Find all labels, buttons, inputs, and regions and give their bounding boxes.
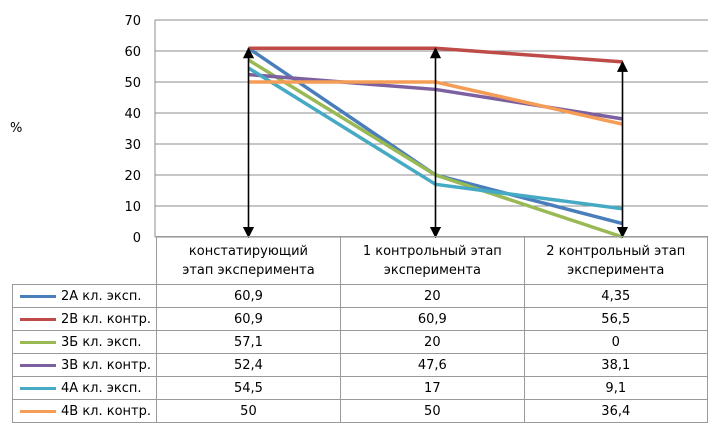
legend-entry: 2В кл. контр. xyxy=(12,307,157,331)
legend-swatch xyxy=(20,363,56,367)
series-name: 2А кл. эксп. xyxy=(61,288,142,304)
y-tick-label: 60 xyxy=(124,45,141,60)
table-row: 3В кл. контр. 52,4 47,6 38,1 xyxy=(12,353,708,377)
legend-swatch xyxy=(20,340,56,344)
data-label: 20 xyxy=(340,284,525,308)
y-tick-labels: 0 10 20 30 40 50 60 70 xyxy=(124,14,141,246)
data-label: 52,4 xyxy=(155,353,342,377)
legend-entry: 3В кл. контр. xyxy=(12,353,157,377)
data-label: 54,5 xyxy=(155,376,342,400)
category-label-line: этап эксперимента xyxy=(182,262,315,278)
data-label: 56,5 xyxy=(523,307,708,331)
table-row: 4А кл. эксп. 54,5 17 9,1 xyxy=(12,376,708,400)
category-label-line: эксперимента xyxy=(383,262,481,278)
legend-swatch xyxy=(20,294,56,298)
series-name: 4А кл. эксп. xyxy=(61,380,142,396)
y-tick-label: 40 xyxy=(124,107,141,122)
y-tick-label: 10 xyxy=(124,200,141,215)
y-tick-label: 0 xyxy=(133,231,141,246)
data-label: 0 xyxy=(523,330,708,354)
series-name: 3Б кл. эксп. xyxy=(61,334,142,350)
data-label: 57,1 xyxy=(155,330,342,354)
data-label: 60,9 xyxy=(340,307,525,331)
legend-entry: 2А кл. эксп. xyxy=(12,284,157,308)
annotation-arrows xyxy=(242,47,629,239)
data-table: констатирующий этап эксперимента 1 контрол… xyxy=(12,236,708,423)
legend-entry: 4А кл. эксп. xyxy=(12,376,157,400)
category-label: 2 контрольный этап эксперимента xyxy=(523,236,708,285)
y-tick-label: 50 xyxy=(124,76,141,91)
legend-swatch xyxy=(20,317,56,321)
legend-entry: 4В кл. контр. xyxy=(12,399,157,423)
data-label: 47,6 xyxy=(340,353,525,377)
data-label: 38,1 xyxy=(523,353,708,377)
category-label-line: 2 контрольный этап xyxy=(546,243,686,259)
category-label-line: констатирующий xyxy=(188,243,308,259)
category-label-line: эксперимента xyxy=(567,262,665,278)
data-label: 50 xyxy=(340,399,525,423)
table-row: 4В кл. контр. 50 50 36,4 xyxy=(12,399,708,423)
data-label: 9,1 xyxy=(523,376,708,400)
y-tick-label: 30 xyxy=(124,138,141,153)
series-name: 4В кл. контр. xyxy=(61,403,152,419)
data-label: 50 xyxy=(155,399,342,423)
data-label: 20 xyxy=(340,330,525,354)
legend-swatch xyxy=(20,386,56,390)
data-label: 60,9 xyxy=(155,284,342,308)
data-label: 60,9 xyxy=(155,307,342,331)
table-row: 3Б кл. эксп. 57,1 20 0 xyxy=(12,330,708,354)
series-name: 3В кл. контр. xyxy=(61,357,152,373)
table-row: 2В кл. контр. 60,9 60,9 56,5 xyxy=(12,307,708,331)
y-axis-label: % xyxy=(10,121,22,136)
legend-entry: 3Б кл. эксп. xyxy=(12,330,157,354)
category-label: 1 контрольный этап эксперимента xyxy=(340,236,525,285)
category-label-line: 1 контрольный этап xyxy=(362,243,502,259)
legend-swatch xyxy=(20,409,56,413)
series-name: 2В кл. контр. xyxy=(61,311,152,327)
y-tick-label: 20 xyxy=(124,169,141,184)
table-row: 2А кл. эксп. 60,9 20 4,35 xyxy=(12,284,708,308)
category-label: констатирующий этап эксперимента xyxy=(155,236,342,285)
data-label: 17 xyxy=(340,376,525,400)
data-label: 36,4 xyxy=(523,399,708,423)
y-tick-label: 70 xyxy=(124,14,141,29)
table-corner xyxy=(13,237,157,285)
gridlines xyxy=(154,19,708,238)
data-label: 4,35 xyxy=(523,284,708,308)
